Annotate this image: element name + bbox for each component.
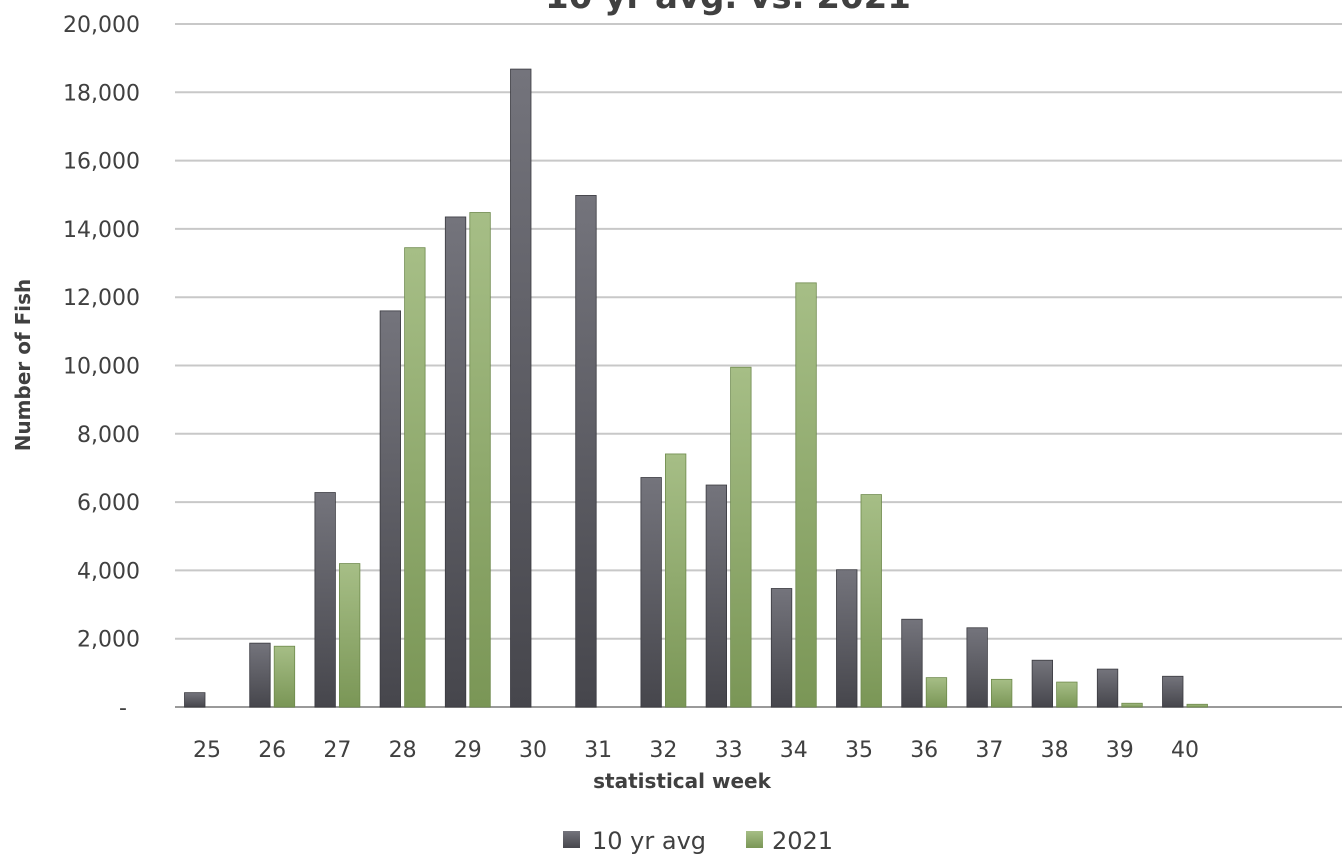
x-axis-label: statistical week xyxy=(593,769,771,793)
y-tick-label: 12,000 xyxy=(63,286,140,311)
x-tick-label: 34 xyxy=(780,738,808,763)
y-tick-label: 2,000 xyxy=(77,628,140,653)
x-tick-label: 36 xyxy=(910,738,938,763)
y-tick-label: 18,000 xyxy=(63,81,140,106)
x-tick-label: 30 xyxy=(519,738,547,763)
bar-avg-28 xyxy=(379,310,402,708)
bar-y2021-40 xyxy=(1186,703,1208,708)
bar-y2021-33 xyxy=(730,366,752,708)
bar-y2021-28 xyxy=(404,247,426,708)
x-tick-label: 33 xyxy=(715,738,743,763)
x-tick-label: 28 xyxy=(389,738,417,763)
x-axis-ticks: 25 26 27 28 29 30 31 32 33 34 35 36 37 38 39 40 xyxy=(193,738,1199,763)
bar-y2021-26 xyxy=(273,645,296,708)
x-tick-label: 39 xyxy=(1106,738,1134,763)
x-tick-label: 31 xyxy=(584,738,612,763)
bar-avg-32 xyxy=(640,477,662,708)
bars xyxy=(184,68,1208,708)
bar-avg-29 xyxy=(444,216,467,708)
bar-y2021-29 xyxy=(469,212,491,708)
bar-y2021-39 xyxy=(1121,702,1143,708)
bar-avg-25 xyxy=(184,692,206,708)
bar-avg-30 xyxy=(510,68,532,708)
bar-avg-37 xyxy=(966,627,988,708)
legend-swatch xyxy=(563,831,580,848)
bar-avg-31 xyxy=(575,195,597,708)
legend-label: 10 yr avg xyxy=(592,827,706,855)
bar-avg-39 xyxy=(1096,668,1119,708)
bar-y2021-38 xyxy=(1056,681,1078,708)
bar-y2021-36 xyxy=(925,677,948,708)
x-tick-label: 38 xyxy=(1041,738,1069,763)
x-tick-label: 37 xyxy=(975,738,1003,763)
chart-title: 10 yr avg. vs. 2021 xyxy=(545,0,911,17)
x-tick-label: 32 xyxy=(649,738,677,763)
y-axis-label: Number of Fish xyxy=(11,279,35,452)
bar-avg-40 xyxy=(1162,675,1184,708)
bar-avg-26 xyxy=(249,642,271,708)
y-tick-label: - xyxy=(119,696,127,721)
bar-y2021-35 xyxy=(860,494,882,708)
bar-avg-27 xyxy=(314,492,336,708)
bar-y2021-34 xyxy=(795,282,817,708)
y-tick-label: 20,000 xyxy=(63,13,140,38)
bar-avg-34 xyxy=(770,588,793,708)
bar-y2021-32 xyxy=(665,453,687,708)
x-tick-label: 27 xyxy=(323,738,351,763)
x-tick-label: 29 xyxy=(454,738,482,763)
y-tick-label: 4,000 xyxy=(77,559,140,584)
bar-avg-36 xyxy=(901,618,923,708)
legend-swatch xyxy=(746,831,763,848)
x-tick-label: 35 xyxy=(845,738,873,763)
x-tick-label: 25 xyxy=(193,738,221,763)
legend: 10 yr avg 2021 xyxy=(563,827,833,855)
x-tick-label: 40 xyxy=(1171,738,1199,763)
bar-y2021-37 xyxy=(991,678,1013,708)
gridlines xyxy=(175,23,1342,708)
y-axis-ticks: - 2,000 4,000 6,000 8,000 10,000 12,000 14,000 1… xyxy=(63,13,140,721)
y-tick-label: 10,000 xyxy=(63,355,140,380)
y-tick-label: 8,000 xyxy=(77,423,140,448)
x-tick-label: 26 xyxy=(258,738,286,763)
bar-y2021-27 xyxy=(338,563,361,708)
y-tick-label: 6,000 xyxy=(77,491,140,516)
bar-avg-38 xyxy=(1031,659,1053,708)
y-tick-label: 14,000 xyxy=(63,218,140,243)
legend-label: 2021 xyxy=(772,827,833,855)
bar-avg-33 xyxy=(705,484,727,708)
bar-avg-35 xyxy=(836,569,858,708)
y-tick-label: 16,000 xyxy=(63,150,140,175)
